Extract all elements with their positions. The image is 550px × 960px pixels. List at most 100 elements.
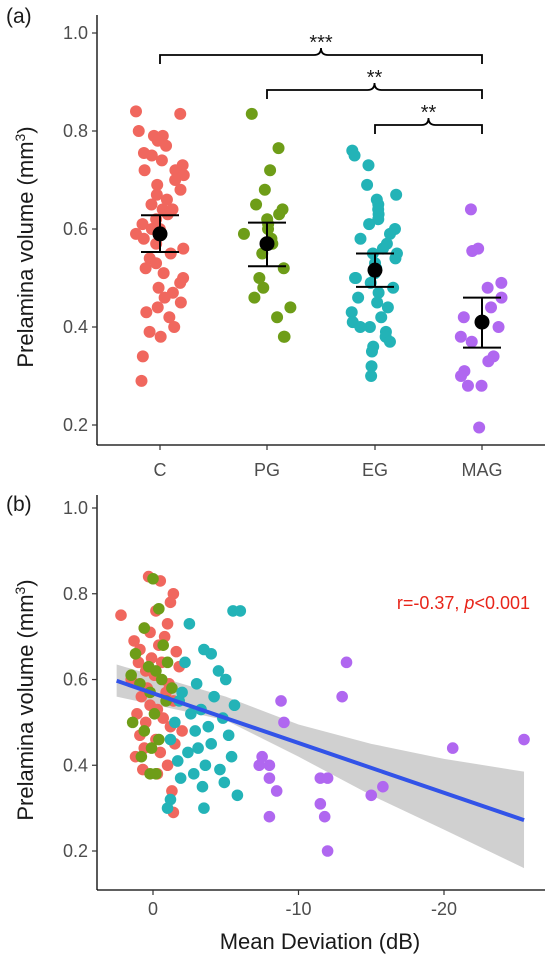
data-point-c [161, 617, 174, 630]
data-point-mag [454, 330, 467, 343]
summary-pg [248, 221, 286, 268]
data-point-c [150, 257, 163, 270]
data-point-c [154, 746, 167, 759]
data-point-c [130, 105, 142, 118]
data-point-pg [138, 622, 151, 634]
data-point-eg [179, 656, 191, 669]
data-point-mag [275, 695, 287, 707]
panel-b: (b) Prelamina volume (mm3) Mean Deviatio… [6, 493, 545, 954]
significance-label: ** [367, 67, 383, 89]
data-point-mag [464, 203, 477, 216]
data-point-c [174, 276, 187, 289]
data-point-c [115, 609, 127, 621]
data-point-mag [377, 780, 389, 793]
data-point-eg [228, 699, 241, 712]
panel-a-label: (a) [6, 5, 32, 28]
data-point-pg [138, 725, 151, 737]
data-point-pg [150, 665, 162, 677]
data-point-eg [349, 272, 362, 284]
y-tick-label: 0.8 [63, 121, 88, 141]
data-point-eg [348, 149, 361, 162]
panel-b-xlabel: Mean Deviation (dB) [220, 929, 421, 954]
mean-point [259, 236, 275, 252]
data-point-pg [272, 142, 285, 155]
data-point-mag [473, 421, 486, 434]
y-tick-label: 0.8 [63, 584, 88, 604]
data-point-mag [465, 335, 478, 348]
data-point-eg [383, 227, 396, 240]
data-point-pg [126, 716, 139, 729]
data-point-eg [390, 188, 403, 201]
data-point-pg [257, 281, 270, 294]
data-point-c [164, 596, 177, 609]
y-tick-label: 0.6 [63, 219, 88, 239]
data-point-pg [145, 742, 158, 754]
data-point-c [161, 759, 174, 772]
data-point-mag [263, 772, 276, 784]
data-point-eg [231, 789, 244, 802]
data-point-eg [202, 720, 215, 733]
data-point-eg [192, 742, 204, 754]
data-point-mag [321, 772, 334, 784]
data-point-eg [182, 746, 194, 759]
data-point-eg [187, 768, 200, 780]
panel-a-points [130, 105, 508, 434]
data-point-c [177, 242, 190, 255]
mean-point [152, 226, 168, 242]
significance-bracket: *** [159, 32, 483, 64]
x-tick-label: C [154, 460, 167, 480]
panel-a-summary [141, 214, 501, 349]
y-tick-label: 0.6 [63, 670, 88, 690]
data-point-c [138, 164, 151, 177]
data-point-c [176, 725, 188, 737]
data-point-eg [164, 733, 177, 746]
data-point-mag [482, 355, 495, 368]
data-point-c [135, 374, 148, 387]
data-point-c [152, 281, 165, 294]
data-point-eg [185, 708, 197, 720]
data-point-c [136, 350, 149, 363]
data-point-c [151, 301, 164, 314]
data-point-eg [161, 802, 174, 814]
data-point-c [145, 198, 158, 211]
y-tick-label: 0.4 [63, 755, 88, 775]
data-point-eg [372, 213, 385, 226]
panel-a-ylabel: Prelamina volume (mm3) [12, 126, 38, 367]
data-point-mag [270, 785, 283, 797]
data-point-eg [171, 755, 184, 767]
x-tick-label: -20 [431, 899, 457, 919]
summary-eg [356, 252, 394, 288]
data-point-mag [314, 798, 327, 810]
data-point-c [168, 321, 181, 333]
data-point-c [151, 178, 164, 191]
data-point-mag [446, 742, 459, 754]
panel-a-axes: 0.2 0.4 0.6 0.8 1.0 C PG EG MAG [63, 15, 545, 480]
data-point-eg [218, 776, 231, 789]
significance-brackets: ******* [159, 32, 483, 134]
data-point-pg [153, 733, 165, 746]
data-point-eg [365, 370, 378, 382]
data-point-eg [169, 716, 181, 729]
x-tick-label: PG [254, 460, 280, 480]
data-point-pg [258, 183, 271, 196]
data-point-eg [354, 232, 367, 245]
data-point-eg [383, 335, 396, 348]
data-point-c [137, 232, 150, 245]
data-point-eg [183, 617, 196, 630]
summary-c [141, 214, 179, 254]
data-point-mag [518, 733, 530, 746]
data-point-eg [219, 673, 232, 686]
data-point-mag [365, 789, 378, 802]
data-point-mag [481, 281, 494, 294]
data-point-pg [147, 572, 159, 585]
data-point-eg [381, 301, 394, 314]
data-point-mag [455, 370, 468, 382]
data-point-eg [205, 738, 217, 750]
data-point-mag [263, 810, 276, 823]
bracket-line [159, 47, 483, 64]
data-point-c [174, 183, 187, 196]
y-tick-label: 0.2 [63, 415, 88, 435]
data-point-c [160, 193, 173, 206]
data-point-pg [248, 291, 261, 304]
